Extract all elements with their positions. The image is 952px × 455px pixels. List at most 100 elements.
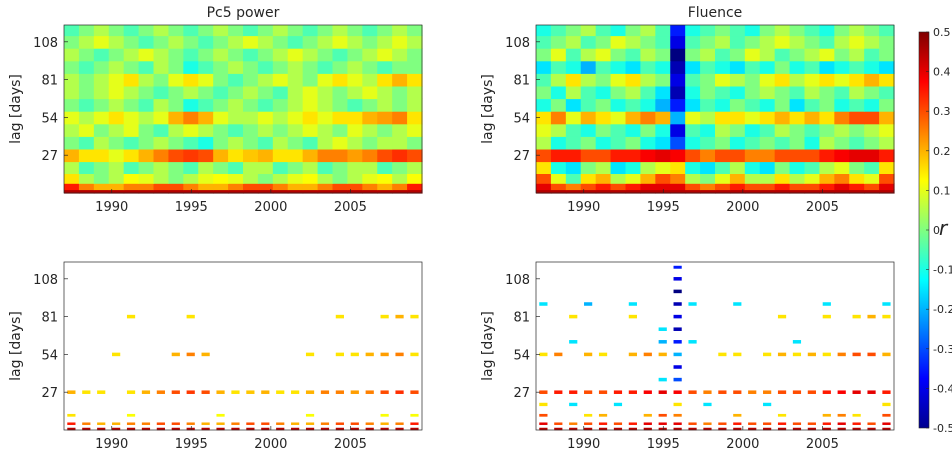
heatmap-cell [213, 189, 229, 194]
heatmap-cell [302, 183, 319, 191]
heatmap-cell [183, 60, 199, 74]
heatmap-cell [261, 427, 270, 431]
heatmap-cell [879, 173, 895, 184]
heatmap-cell [536, 73, 552, 87]
heatmap-cell [317, 98, 334, 112]
heatmap-cell [569, 390, 578, 394]
heatmap-cell [272, 98, 289, 112]
heatmap-cell [257, 111, 274, 125]
heatmap-cell [138, 48, 155, 62]
heatmap-cell [272, 48, 289, 62]
heatmap-cell [789, 161, 806, 174]
heatmap-cell [729, 183, 746, 191]
heatmap-cell [804, 85, 821, 100]
heatmap-cell [759, 48, 776, 62]
heatmap-cell [673, 365, 682, 369]
heatmap-cell [700, 85, 716, 100]
heatmap-cell [291, 427, 300, 431]
heatmap-cell [228, 123, 244, 137]
heatmap-cell [93, 60, 110, 74]
heatmap-cell [628, 314, 637, 319]
heatmap-cell [580, 183, 597, 191]
heatmap-cell [93, 123, 110, 137]
heatmap-cell [183, 136, 199, 150]
heatmap-cell [834, 60, 850, 74]
heatmap-cell [377, 173, 393, 184]
heatmap-cell [759, 25, 776, 37]
heatmap-cell [287, 111, 304, 125]
heatmap-cell [565, 148, 582, 163]
heatmap-cell [625, 98, 642, 112]
heatmap-cell [216, 422, 225, 425]
heatmap-cell [536, 48, 552, 62]
heatmap-cell [640, 98, 656, 112]
heatmap-cell [819, 161, 835, 174]
heatmap-cell [536, 161, 552, 174]
heatmap-cell [729, 173, 746, 184]
heatmap-cell [834, 136, 850, 150]
heatmap-cell [287, 98, 304, 112]
heatmap-cell [625, 35, 642, 49]
heatmap-cell [628, 302, 637, 306]
heatmap-cell [539, 402, 548, 407]
heatmap-cell [804, 48, 821, 62]
heatmap-cell [168, 85, 184, 100]
heatmap-cell [610, 123, 627, 137]
heatmap-cell [347, 111, 363, 125]
heatmap-cell [864, 48, 880, 62]
heatmap-cell [867, 390, 876, 394]
heatmap-cell [744, 111, 761, 125]
y-tick-label: 108 [505, 36, 530, 51]
heatmap-cell [198, 48, 214, 62]
heatmap-cell [673, 422, 682, 425]
heatmap-cell [362, 136, 378, 150]
x-tick-label: 1990 [95, 437, 128, 452]
heatmap-cell [673, 302, 682, 306]
heatmap-cell [198, 85, 214, 100]
heatmap-cell [67, 390, 76, 394]
heatmap-cell [257, 35, 274, 49]
heatmap-cell [685, 183, 701, 191]
heatmap-cell [882, 413, 891, 417]
heatmap-cell [565, 123, 582, 137]
heatmap-cell [272, 161, 289, 174]
heatmap-cell [407, 48, 423, 62]
heatmap-cell [673, 277, 682, 281]
heatmap-cell [879, 161, 895, 174]
heatmap-cell [168, 161, 184, 174]
heatmap-cell [228, 173, 244, 184]
heatmap-cell [78, 35, 95, 49]
heatmap-cell [108, 161, 125, 174]
heatmap-cell [715, 111, 731, 125]
heatmap-cell [332, 189, 349, 194]
heatmap-cell [598, 422, 608, 425]
heatmap-cell [392, 60, 408, 74]
heatmap-cell [377, 73, 393, 87]
heatmap-cell [365, 352, 374, 357]
heatmap-cell [392, 48, 408, 62]
heatmap-cell [93, 183, 110, 191]
heatmap-cell [550, 161, 567, 174]
heatmap-cell [834, 189, 850, 194]
heatmap-cell [625, 123, 642, 137]
heatmap-cell [168, 35, 184, 49]
heatmap-cell [302, 161, 319, 174]
heatmap-cell [377, 48, 393, 62]
x-tick-label: 1995 [647, 437, 680, 452]
heatmap-cell [580, 161, 597, 174]
heatmap-cell [302, 148, 319, 163]
heatmap-cell [302, 111, 319, 125]
heatmap-cell [64, 183, 80, 191]
heatmap-cell [670, 25, 686, 37]
heatmap-cell [243, 111, 259, 125]
heatmap-cell [673, 402, 682, 407]
x-tick-label: 2000 [254, 200, 287, 215]
heatmap-cell [748, 390, 757, 394]
y-tick-label: 54 [41, 111, 58, 126]
heatmap-cell [670, 161, 686, 174]
axes-frame [63, 24, 423, 194]
heatmap-cell [879, 136, 895, 150]
heatmap-cell [625, 73, 642, 87]
heatmap-cell [673, 377, 682, 382]
heatmap-cell [807, 390, 816, 394]
